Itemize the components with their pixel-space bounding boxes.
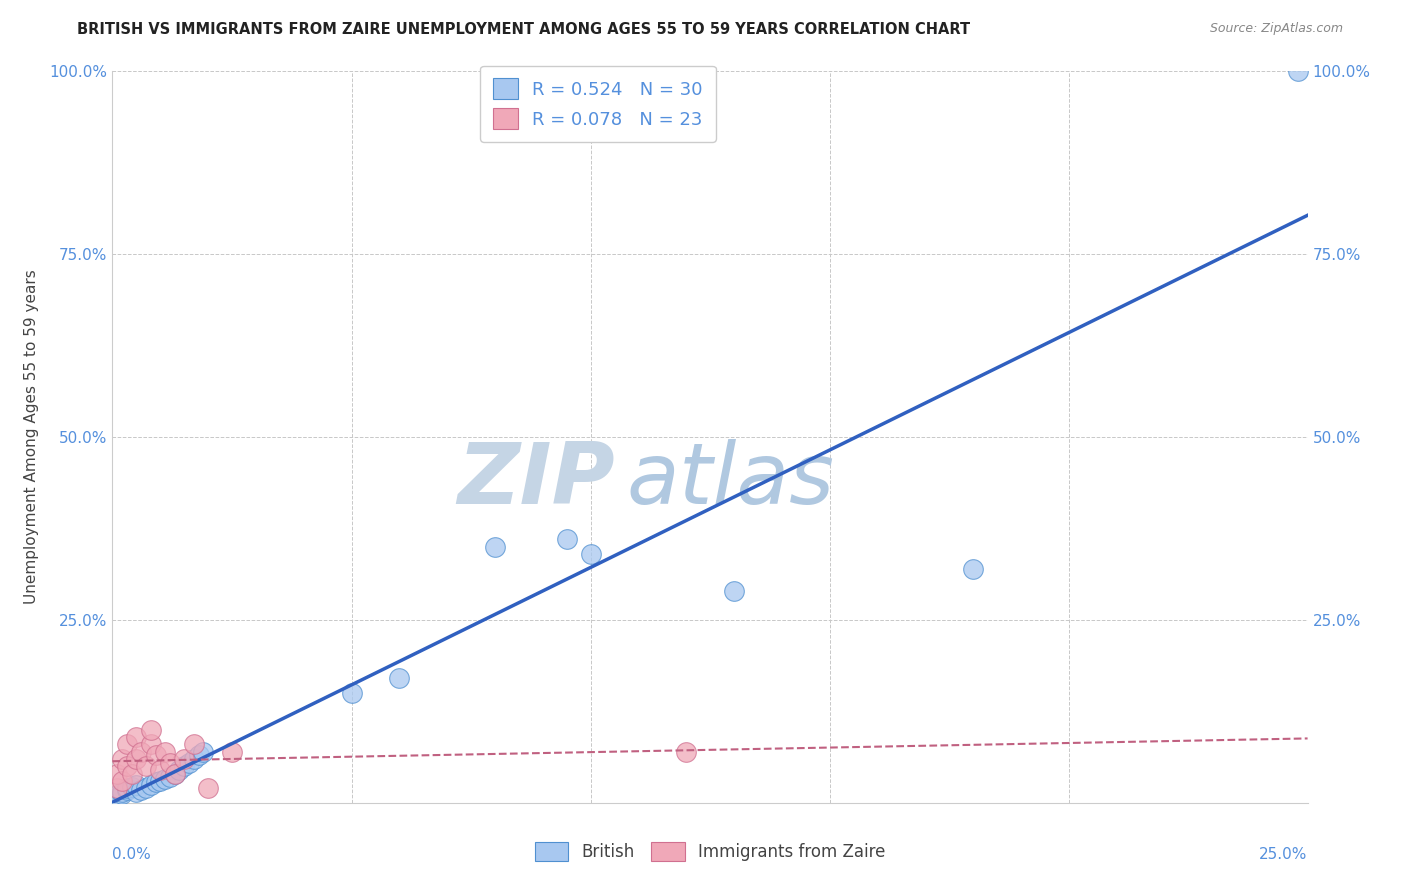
- Point: [145, 748, 167, 763]
- Point: [111, 785, 134, 799]
- Point: [159, 770, 181, 784]
- Point: [173, 759, 195, 773]
- Point: [135, 759, 157, 773]
- Point: [105, 781, 128, 796]
- Point: [129, 782, 152, 797]
- Point: [115, 737, 138, 751]
- Point: [115, 782, 138, 797]
- Point: [149, 763, 172, 777]
- Point: [115, 759, 138, 773]
- Point: [183, 752, 205, 766]
- Point: [139, 737, 162, 751]
- Point: [105, 766, 128, 780]
- Point: [723, 583, 745, 598]
- Text: atlas: atlas: [627, 440, 834, 523]
- Text: 25.0%: 25.0%: [1260, 847, 1308, 862]
- Point: [169, 763, 191, 777]
- Point: [962, 562, 984, 576]
- Point: [555, 533, 578, 547]
- Text: 0.0%: 0.0%: [112, 847, 152, 862]
- Point: [163, 766, 186, 780]
- Point: [121, 780, 143, 794]
- Point: [111, 773, 134, 788]
- Point: [173, 752, 195, 766]
- Point: [183, 737, 205, 751]
- Point: [125, 785, 148, 799]
- Point: [145, 775, 167, 789]
- Point: [111, 787, 134, 801]
- Point: [579, 547, 602, 561]
- Point: [153, 745, 176, 759]
- Point: [105, 789, 128, 803]
- Point: [139, 778, 162, 792]
- Point: [125, 778, 148, 792]
- Point: [149, 773, 172, 788]
- Y-axis label: Unemployment Among Ages 55 to 59 years: Unemployment Among Ages 55 to 59 years: [24, 269, 38, 605]
- Point: [177, 756, 200, 770]
- Point: [221, 745, 243, 759]
- Text: Source: ZipAtlas.com: Source: ZipAtlas.com: [1209, 22, 1343, 36]
- Point: [1286, 64, 1309, 78]
- Point: [159, 756, 181, 770]
- Point: [125, 752, 148, 766]
- Point: [484, 540, 506, 554]
- Point: [163, 766, 186, 780]
- Point: [135, 781, 157, 796]
- Text: ZIP: ZIP: [457, 440, 614, 523]
- Point: [340, 686, 363, 700]
- Point: [121, 766, 143, 780]
- Point: [193, 745, 215, 759]
- Point: [187, 748, 209, 763]
- Point: [153, 772, 176, 787]
- Point: [111, 752, 134, 766]
- Legend: British, Immigrants from Zaire: British, Immigrants from Zaire: [529, 835, 891, 868]
- Point: [125, 730, 148, 744]
- Point: [129, 745, 152, 759]
- Point: [675, 745, 697, 759]
- Point: [388, 672, 411, 686]
- Point: [139, 723, 162, 737]
- Point: [115, 781, 138, 796]
- Point: [197, 781, 219, 796]
- Text: BRITISH VS IMMIGRANTS FROM ZAIRE UNEMPLOYMENT AMONG AGES 55 TO 59 YEARS CORRELAT: BRITISH VS IMMIGRANTS FROM ZAIRE UNEMPLO…: [77, 22, 970, 37]
